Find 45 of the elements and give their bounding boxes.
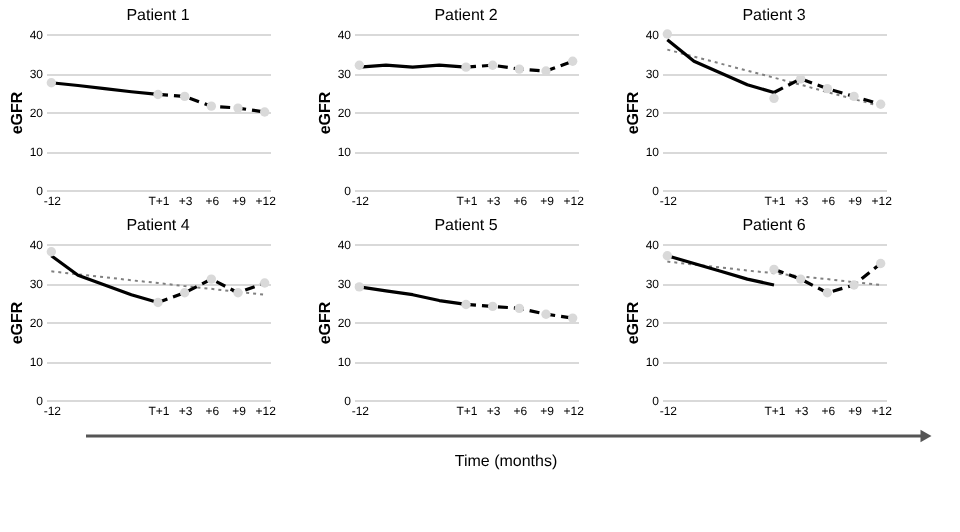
point: [662, 29, 673, 39]
point: [875, 258, 886, 269]
point: [849, 91, 859, 102]
point: [487, 301, 498, 312]
line-series: [772, 261, 883, 295]
point: [233, 288, 243, 298]
chart-title: Patient 5: [434, 216, 499, 234]
y-axis-title: eGFR: [315, 301, 334, 345]
line-series: [665, 254, 776, 287]
point: [567, 313, 578, 323]
point: [259, 107, 270, 117]
point: [822, 83, 833, 94]
y-axis-title: eGFR: [315, 91, 334, 135]
point: [461, 299, 471, 310]
point: [822, 288, 833, 298]
point: [179, 91, 190, 102]
point: [206, 101, 217, 111]
point: [769, 264, 779, 275]
point: [46, 78, 57, 88]
point: [153, 297, 163, 308]
y-axis-title: eGFR: [7, 91, 26, 135]
point: [662, 251, 673, 261]
x-axis-title: Time (months): [454, 452, 558, 470]
point: [179, 288, 190, 298]
chart-title: Patient 6: [742, 216, 807, 234]
chart-title: Patient 2: [434, 6, 499, 24]
point: [46, 247, 57, 257]
y-axis-title: eGFR: [623, 301, 642, 345]
line-series: [50, 270, 266, 296]
point: [259, 278, 270, 288]
point: [514, 303, 525, 314]
chart-title: Patient 1: [126, 6, 191, 24]
point: [233, 103, 243, 113]
point: [849, 280, 859, 290]
point: [153, 89, 163, 100]
point: [541, 309, 551, 319]
y-axis-title: eGFR: [7, 301, 26, 345]
point: [875, 99, 886, 109]
point: [769, 93, 779, 104]
point: [206, 274, 217, 284]
y-axis-title: eGFR: [623, 91, 642, 135]
point: [354, 282, 365, 292]
chart-title: Patient 4: [126, 216, 191, 234]
point: [795, 274, 806, 284]
chart-title: Patient 3: [742, 6, 807, 24]
